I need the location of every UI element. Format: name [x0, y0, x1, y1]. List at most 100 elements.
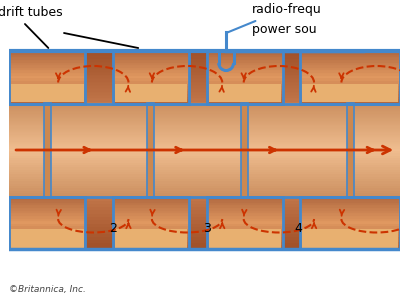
Bar: [9, 223, 400, 226]
Text: ©Britannica, Inc.: ©Britannica, Inc.: [9, 285, 86, 294]
Bar: [113, 90, 189, 93]
Bar: [9, 87, 400, 91]
Bar: [113, 64, 189, 67]
Bar: [207, 88, 283, 90]
Bar: [9, 108, 400, 110]
Bar: [113, 93, 189, 96]
Bar: [300, 220, 400, 223]
Bar: [113, 241, 189, 244]
Bar: [113, 212, 189, 215]
Bar: [207, 80, 283, 83]
Bar: [44, 103, 51, 196]
Bar: [300, 98, 400, 101]
Bar: [9, 58, 400, 61]
Bar: [113, 88, 189, 90]
Bar: [9, 162, 400, 164]
Bar: [9, 82, 86, 85]
Bar: [9, 180, 400, 183]
Bar: [9, 98, 86, 101]
Bar: [9, 202, 86, 204]
Bar: [113, 85, 189, 88]
Bar: [113, 51, 189, 104]
Bar: [9, 210, 86, 212]
Bar: [9, 223, 86, 225]
Bar: [9, 127, 400, 130]
Bar: [9, 90, 86, 93]
Bar: [113, 244, 189, 246]
Bar: [9, 166, 400, 169]
Bar: [9, 173, 400, 176]
Bar: [207, 54, 283, 56]
Bar: [207, 212, 283, 215]
Bar: [208, 229, 281, 248]
Bar: [9, 153, 400, 157]
Bar: [9, 148, 400, 150]
Bar: [241, 103, 248, 196]
Bar: [300, 223, 400, 225]
Bar: [300, 228, 400, 231]
Bar: [208, 84, 281, 102]
Bar: [207, 244, 283, 246]
Bar: [9, 134, 400, 137]
Bar: [9, 215, 86, 217]
Bar: [207, 93, 283, 96]
Bar: [113, 61, 189, 64]
Bar: [300, 90, 400, 93]
Bar: [9, 176, 400, 178]
Bar: [9, 193, 400, 196]
Bar: [9, 236, 400, 239]
Bar: [300, 241, 400, 244]
Bar: [9, 71, 400, 74]
Bar: [9, 225, 86, 228]
Bar: [300, 80, 400, 83]
Bar: [9, 54, 400, 58]
Bar: [207, 75, 283, 77]
Bar: [300, 101, 400, 104]
Bar: [9, 233, 86, 236]
Bar: [207, 238, 283, 241]
Bar: [9, 77, 400, 81]
Bar: [300, 210, 400, 212]
Bar: [207, 231, 283, 233]
Bar: [9, 96, 86, 98]
Bar: [9, 244, 86, 246]
Bar: [9, 110, 400, 113]
Bar: [207, 218, 283, 220]
Bar: [113, 75, 189, 77]
Bar: [9, 157, 400, 159]
Bar: [113, 51, 189, 54]
Bar: [300, 72, 400, 75]
Bar: [9, 199, 86, 202]
Bar: [300, 88, 400, 90]
Text: power sou: power sou: [252, 23, 316, 37]
Bar: [9, 110, 400, 114]
Bar: [207, 64, 283, 67]
Bar: [9, 196, 86, 199]
Bar: [9, 69, 86, 72]
Bar: [9, 209, 400, 213]
Bar: [113, 98, 189, 101]
Bar: [9, 207, 86, 210]
Bar: [113, 199, 189, 202]
Bar: [9, 226, 400, 229]
Bar: [302, 229, 398, 248]
Bar: [300, 238, 400, 241]
Bar: [300, 93, 400, 96]
Bar: [9, 120, 400, 124]
Bar: [9, 134, 400, 136]
Bar: [113, 196, 189, 249]
Bar: [300, 236, 400, 238]
Bar: [9, 141, 400, 143]
Bar: [207, 225, 283, 228]
Bar: [9, 88, 86, 90]
Bar: [9, 114, 400, 117]
Text: 3: 3: [203, 222, 210, 235]
Bar: [9, 140, 400, 143]
Bar: [9, 169, 400, 171]
Bar: [9, 143, 400, 147]
Bar: [207, 85, 283, 88]
Bar: [9, 218, 86, 220]
Bar: [9, 51, 400, 54]
Bar: [300, 244, 400, 246]
Bar: [9, 157, 400, 160]
